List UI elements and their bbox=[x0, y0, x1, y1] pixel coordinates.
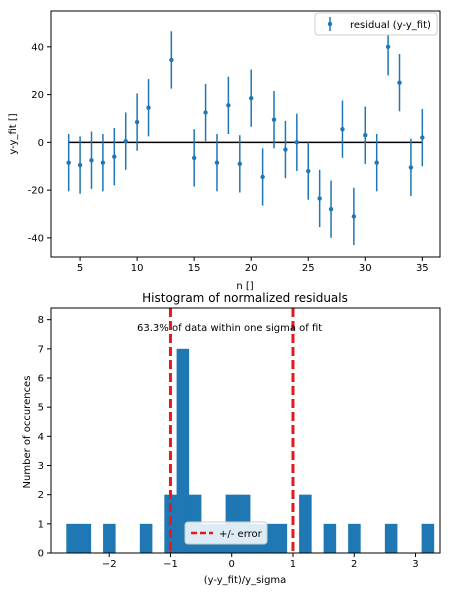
data-point bbox=[112, 154, 117, 159]
x-tick-label: 30 bbox=[359, 263, 372, 274]
data-point bbox=[306, 168, 311, 174]
data-point bbox=[191, 155, 197, 161]
data-point bbox=[100, 160, 106, 165]
residual-legend: residual (y-y_fit) bbox=[314, 12, 438, 36]
plot-frame bbox=[50, 307, 441, 554]
data-point bbox=[271, 117, 277, 122]
histogram-bar bbox=[384, 523, 398, 553]
legend-box bbox=[314, 12, 438, 36]
histogram-bar bbox=[139, 523, 153, 553]
y-tick-label: 2 bbox=[38, 490, 44, 501]
data-point bbox=[351, 214, 357, 219]
y-tick-label: -20 bbox=[28, 186, 44, 197]
x-tick-label: −1 bbox=[163, 559, 178, 570]
histogram-bar bbox=[299, 494, 312, 553]
y-tick-label: 1 bbox=[38, 519, 44, 530]
histogram-bar bbox=[421, 523, 435, 553]
data-point bbox=[283, 147, 288, 152]
plot-frame bbox=[50, 10, 441, 258]
data-point bbox=[146, 105, 151, 110]
residual-marks bbox=[66, 18, 425, 246]
legend-marker-icon bbox=[327, 21, 333, 27]
data-point bbox=[374, 160, 379, 165]
histogram-bar bbox=[323, 523, 337, 553]
x-tick-label: 1 bbox=[290, 559, 296, 570]
residual-x-axis-label: n [] bbox=[236, 281, 253, 292]
histogram-x-axis-label: (y-y_fit)/y_sigma bbox=[204, 575, 287, 586]
histogram-bar bbox=[103, 523, 116, 553]
y-tick-label: 0 bbox=[38, 549, 44, 560]
x-tick-label: 5 bbox=[77, 263, 83, 274]
legend-error-label: +/- error bbox=[219, 529, 263, 540]
data-point bbox=[363, 132, 368, 138]
histogram-y-axis-label: Number of occurences bbox=[22, 376, 33, 489]
y-tick-label: 3 bbox=[38, 461, 44, 472]
x-tick-label: 10 bbox=[131, 263, 144, 274]
data-point bbox=[203, 110, 208, 115]
data-point bbox=[169, 57, 174, 63]
histogram-legend: +/- error bbox=[184, 521, 268, 545]
data-point bbox=[66, 160, 71, 165]
histogram-chart: Histogram of normalized residuals −2 −1 0 1… bbox=[22, 291, 441, 586]
y-tick-label: 20 bbox=[31, 90, 44, 101]
data-point bbox=[328, 207, 334, 212]
histogram-bar bbox=[78, 523, 92, 553]
x-tick-label: 25 bbox=[302, 263, 315, 274]
data-point bbox=[397, 80, 402, 85]
y-tick-label: 4 bbox=[38, 432, 44, 443]
residual-chart: 5 10 15 20 25 30 35 -40 -20 0 20 40 residual (y-y_f… bbox=[8, 10, 441, 292]
x-tick-label: 20 bbox=[245, 263, 258, 274]
histogram-annotation: 63.3% of data within one sigma of fit bbox=[137, 323, 322, 334]
data-point bbox=[89, 158, 94, 163]
legend-box bbox=[184, 521, 268, 545]
y-tick-label: 5 bbox=[38, 403, 44, 414]
histogram-bar bbox=[274, 523, 288, 553]
data-point bbox=[260, 174, 265, 180]
y-tick-label: 0 bbox=[38, 138, 44, 149]
y-tick-label: -40 bbox=[28, 233, 44, 244]
data-point bbox=[123, 138, 128, 144]
x-tick-label: −2 bbox=[102, 559, 117, 570]
data-point bbox=[385, 44, 391, 50]
x-tick-label: 0 bbox=[229, 559, 235, 570]
histogram-title: Histogram of normalized residuals bbox=[142, 291, 348, 305]
data-point bbox=[294, 140, 300, 145]
histogram-bar bbox=[176, 348, 190, 553]
x-tick-label: 35 bbox=[416, 263, 429, 274]
histogram-bar bbox=[348, 523, 361, 553]
data-point bbox=[237, 161, 242, 167]
data-point bbox=[134, 119, 140, 125]
data-point bbox=[77, 162, 83, 168]
data-point bbox=[408, 165, 414, 170]
y-tick-label: 8 bbox=[38, 315, 44, 326]
data-point bbox=[340, 127, 345, 132]
y-tick-label: 40 bbox=[31, 42, 44, 53]
y-tick-label: 6 bbox=[38, 374, 44, 385]
y-tick-label: 7 bbox=[38, 344, 44, 355]
data-point bbox=[317, 196, 322, 201]
data-point bbox=[214, 160, 220, 165]
data-point bbox=[420, 135, 425, 140]
residual-y-axis-label: y-y_fit [] bbox=[8, 113, 19, 154]
histogram-axes: −2 −1 0 1 2 3 0 1 2 3 4 5 6 7 8 bbox=[38, 307, 441, 570]
residual-axes: 5 10 15 20 25 30 35 -40 -20 0 20 40 bbox=[28, 10, 441, 274]
data-point bbox=[226, 103, 231, 108]
histogram-bar bbox=[66, 523, 79, 553]
x-tick-label: 2 bbox=[351, 559, 357, 570]
x-tick-label: 3 bbox=[412, 559, 418, 570]
legend-series-label: residual (y-y_fit) bbox=[350, 20, 431, 31]
x-tick-label: 15 bbox=[188, 263, 201, 274]
data-point bbox=[249, 95, 254, 101]
